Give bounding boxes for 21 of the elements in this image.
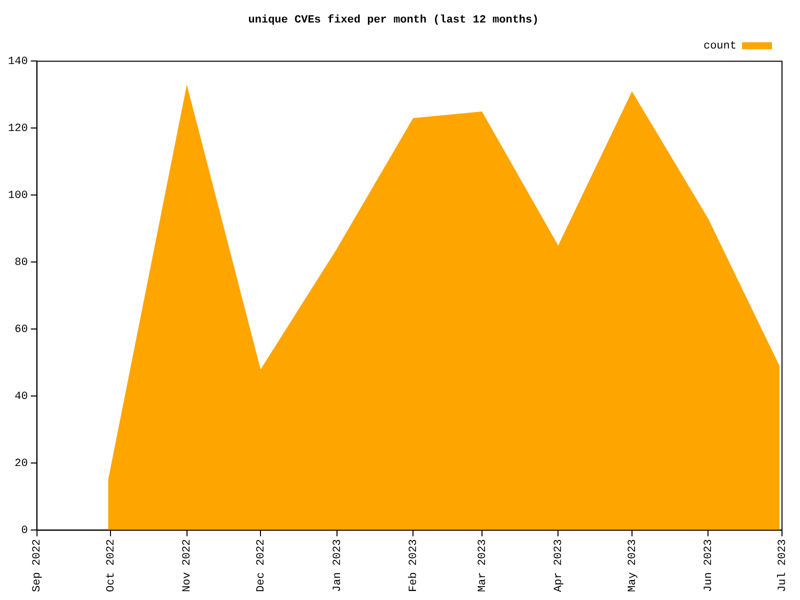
y-tick-label: 100 [8,190,28,202]
y-tick-label: 80 [14,257,28,270]
y-tick-label: 140 [8,56,28,68]
x-tick-label: Apr 2023 [553,539,566,592]
x-tick-label: Mar 2023 [476,539,489,592]
x-tick-label: Jun 2023 [703,539,716,592]
x-tick-label: Jan 2023 [332,539,344,592]
y-tick-label: 120 [8,123,28,136]
y-tick-label: 20 [14,458,28,470]
x-tick-label: Jul 2023 [776,539,789,592]
y-tick-label: 60 [14,324,28,336]
x-tick-label: Sep 2022 [32,539,44,592]
legend-label: count [703,40,736,53]
x-tick-label: Nov 2022 [182,539,194,592]
x-tick-label: Dec 2022 [256,539,268,592]
x-tick-label: Feb 2023 [408,539,420,592]
x-tick-label: Oct 2022 [105,539,118,592]
y-tick-label: 40 [14,391,28,404]
chart-title: unique CVEs fixed per month (last 12 months) [248,13,539,26]
y-tick-label: 0 [21,525,28,538]
x-tick-label: May 2023 [626,539,639,592]
